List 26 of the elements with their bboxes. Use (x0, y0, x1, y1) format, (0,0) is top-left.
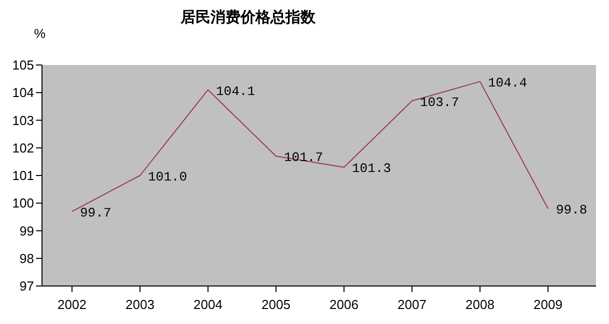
x-tick-label: 2006 (330, 297, 358, 312)
y-tick-label: 102 (12, 140, 34, 156)
x-tick-label: 2008 (466, 297, 494, 312)
chart-title: 居民消费价格总指数 (180, 8, 316, 27)
text: 103.7 (420, 94, 460, 110)
text: 101.3 (352, 161, 392, 176)
text: 101.0 (148, 170, 188, 184)
y-tick-label: 103 (12, 112, 34, 128)
text: 104.4 (488, 76, 528, 91)
y-tick-label: 101 (12, 168, 34, 184)
y-tick-label: 105 (12, 58, 34, 73)
y-tick-label: 97 (20, 278, 34, 294)
x-tick-label: 2002 (58, 297, 86, 312)
text: 99.8 (556, 202, 588, 218)
y-tick-label: 100 (12, 196, 34, 211)
x-tick-label: 2005 (262, 297, 290, 312)
x-tick-label: 2007 (398, 297, 426, 312)
x-tick-label: 2004 (194, 297, 222, 312)
y-tick-label: 98 (20, 250, 34, 266)
y-axis-title: % (34, 26, 46, 41)
y-tick-label: 99 (20, 223, 34, 238)
text: 99.7 (80, 205, 112, 220)
text: 104.1 (216, 84, 256, 99)
x-tick-label: 2003 (126, 297, 154, 312)
y-tick-label: 104 (12, 85, 34, 100)
x-tick-label: 2009 (534, 297, 562, 312)
